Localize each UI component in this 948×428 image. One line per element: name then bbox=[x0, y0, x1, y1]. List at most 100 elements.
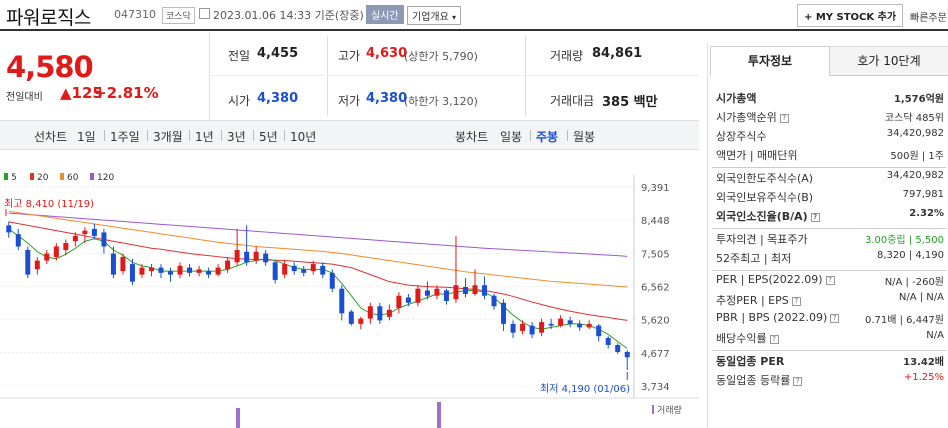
candle-body bbox=[529, 325, 535, 335]
lower-limit: (하한가 3,120) bbox=[404, 95, 478, 108]
candle-body bbox=[443, 290, 449, 302]
stock-name: 파워로직스 bbox=[6, 7, 91, 29]
info-value: 1,576억원 bbox=[893, 94, 944, 105]
candle-body bbox=[596, 325, 602, 337]
info-row: 투자의견 | 목표주가 3.00중립 | 5,500 bbox=[716, 231, 944, 248]
info-key: 동일업종 등락률? bbox=[716, 372, 803, 388]
line-period-5[interactable]: 5년 bbox=[259, 130, 278, 144]
panel-divider bbox=[712, 270, 946, 271]
line-chart-label: 선차트 bbox=[34, 130, 68, 144]
candle-body bbox=[348, 311, 354, 324]
volume-bar bbox=[236, 408, 240, 428]
quote-timestamp: 2023.01.06 14:33 기준(장중) bbox=[213, 9, 364, 22]
legend-swatch bbox=[60, 173, 64, 180]
moving-average-ma20 bbox=[8, 221, 628, 321]
line-period-0[interactable]: 1일 bbox=[77, 130, 96, 144]
help-icon[interactable]: ? bbox=[810, 212, 820, 222]
info-value: 13.42배 bbox=[903, 357, 944, 368]
help-icon[interactable]: ? bbox=[825, 275, 835, 285]
candle-body bbox=[615, 344, 621, 353]
price-change: ▲125 bbox=[60, 84, 103, 102]
info-row: 상장주식수 34,420,982 bbox=[716, 128, 944, 145]
candle-body bbox=[187, 267, 193, 273]
tab-investment-info[interactable]: 투자정보 bbox=[710, 46, 830, 76]
candle-period-0[interactable]: 일봉 bbox=[500, 130, 523, 144]
candle-body bbox=[386, 309, 392, 317]
candle-body bbox=[396, 295, 402, 309]
info-key: 상장주식수 bbox=[716, 130, 767, 143]
info-row: 추정PER | EPS? N/A | N/A bbox=[716, 292, 944, 309]
legend-swatch bbox=[4, 173, 8, 180]
candle-body bbox=[415, 288, 421, 303]
candle-body bbox=[586, 323, 592, 328]
info-key: 액면가 | 매매단위 bbox=[716, 149, 798, 162]
info-value: 8,320 | 4,190 bbox=[877, 250, 944, 261]
toolbar-separator bbox=[189, 130, 190, 141]
help-icon[interactable]: ? bbox=[769, 334, 779, 344]
help-icon[interactable]: ? bbox=[793, 376, 803, 386]
candle-body bbox=[434, 288, 440, 296]
info-key: 시가총액순위? bbox=[716, 109, 789, 125]
y-tick-label: 4,677 bbox=[641, 349, 670, 360]
info-value: 34,420,982 bbox=[886, 128, 944, 139]
info-row: 동일업종 PER 13.42배 bbox=[716, 353, 944, 370]
line-period-4[interactable]: 3년 bbox=[227, 130, 246, 144]
high-label: 고가 bbox=[338, 49, 361, 63]
candle-body bbox=[168, 271, 174, 275]
quick-order-button[interactable]: 빠른주문 bbox=[910, 13, 947, 24]
toolbar-separator bbox=[284, 130, 285, 141]
price-change-pct: +2.81% bbox=[94, 84, 159, 102]
realtime-button[interactable]: 실시간 bbox=[366, 5, 404, 24]
candle-body bbox=[424, 290, 430, 296]
line-period-2[interactable]: 3개월 bbox=[153, 130, 183, 144]
y-tick-label: 9,391 bbox=[641, 183, 670, 194]
candle-body bbox=[367, 306, 373, 319]
line-period-1[interactable]: 1주일 bbox=[110, 130, 140, 144]
candle-body bbox=[6, 225, 12, 233]
candle-body bbox=[291, 265, 297, 272]
info-key: 외국인한도주식수(A) bbox=[716, 172, 814, 185]
tab-order-book[interactable]: 호가 10단계 bbox=[830, 46, 948, 76]
candle-body bbox=[139, 267, 145, 275]
info-value: N/A | N/A bbox=[898, 292, 944, 303]
candle-body bbox=[548, 323, 554, 326]
low-value: 4,380 bbox=[366, 91, 408, 106]
line-period-3[interactable]: 1년 bbox=[195, 130, 214, 144]
add-mystock-button[interactable]: + MY STOCK 추가 bbox=[797, 4, 904, 27]
info-value: N/A | -260원 bbox=[884, 277, 944, 288]
toolbar-separator bbox=[104, 130, 105, 141]
candle-body bbox=[301, 269, 307, 273]
candle-body bbox=[339, 288, 345, 314]
legend-swatch bbox=[90, 173, 94, 180]
candle-body bbox=[215, 267, 221, 275]
amount-unit: 백만 bbox=[633, 95, 658, 110]
info-value: 500원 | 1주 bbox=[890, 151, 944, 162]
candle-body bbox=[282, 264, 288, 275]
info-value: 34,420,982 bbox=[886, 170, 944, 181]
moving-average-ma5 bbox=[8, 228, 628, 349]
candle-body bbox=[206, 271, 212, 275]
amount-number: 385 bbox=[602, 95, 630, 110]
chart-toolbar bbox=[0, 120, 699, 150]
min-annotation: 최저 4,190 (01/06) bbox=[540, 383, 630, 395]
y-tick-label: 5,620 bbox=[641, 316, 670, 327]
help-icon[interactable]: ? bbox=[830, 313, 840, 323]
y-tick-label: 8,448 bbox=[641, 216, 670, 227]
line-period-6[interactable]: 10년 bbox=[290, 130, 317, 144]
company-overview-dropdown[interactable]: 기업개요 ▾ bbox=[407, 6, 462, 25]
info-key: 52주최고 | 최저 bbox=[716, 252, 792, 265]
legend-label: 5 bbox=[11, 173, 17, 183]
candle-period-2[interactable]: 월봉 bbox=[573, 130, 596, 144]
legend-swatch bbox=[30, 173, 34, 180]
candle-period-1[interactable]: 주봉 bbox=[536, 130, 559, 144]
help-icon[interactable]: ? bbox=[791, 296, 801, 306]
candle-body bbox=[472, 285, 478, 294]
info-row: 시가총액순위? 코스닥 485위 bbox=[716, 109, 944, 126]
candle-body bbox=[148, 267, 154, 272]
volume-legend-swatch bbox=[652, 405, 654, 414]
info-key: PBR | BPS (2022.09)? bbox=[716, 311, 840, 324]
upper-limit: (상한가 5,790) bbox=[404, 50, 478, 63]
help-icon[interactable]: ? bbox=[779, 113, 789, 123]
legend-label: 60 bbox=[67, 173, 79, 183]
volume-bar bbox=[437, 402, 441, 428]
